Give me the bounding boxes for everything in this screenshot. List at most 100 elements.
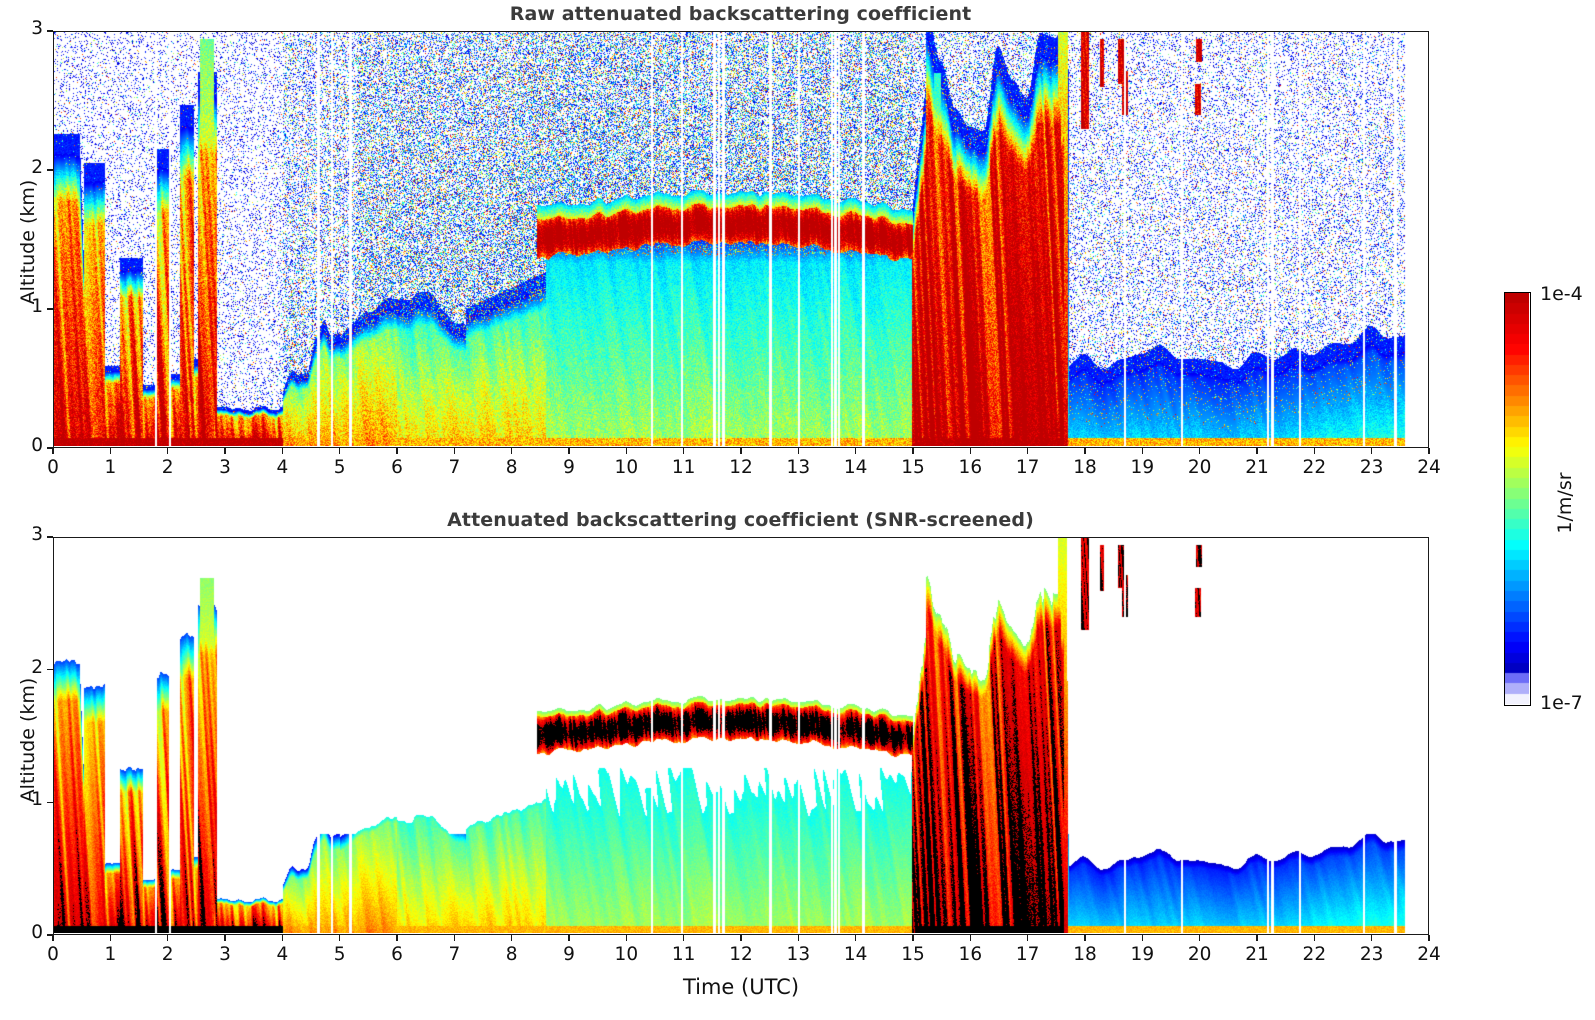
x-tick-label-raw-12: 12	[729, 457, 753, 478]
x-tick-label-scr-16: 16	[958, 944, 983, 965]
x-tick-label-scr-15: 15	[901, 944, 925, 965]
x-tick-mark-scr-14	[854, 935, 857, 941]
y-tick-label-scr-2: 2	[31, 656, 43, 678]
x-tick-mark-scr-18	[1084, 935, 1086, 941]
x-tick-label-scr-11: 11	[671, 944, 696, 965]
heatmap-raw-attenuated-backscatter[interactable]	[53, 31, 1429, 448]
y-tick-label-scr-1: 1	[31, 789, 43, 811]
x-tick-mark-scr-8	[510, 935, 513, 941]
x-tick-mark-raw-22	[1313, 448, 1316, 454]
x-tick-label-scr-22: 22	[1302, 944, 1327, 965]
x-tick-label-scr-2: 2	[161, 944, 174, 965]
x-tick-mark-raw-6	[396, 448, 398, 454]
x-tick-mark-raw-9	[568, 448, 570, 454]
x-tick-label-raw-5: 5	[333, 457, 346, 478]
x-tick-label-raw-13: 13	[786, 457, 811, 478]
x-tick-mark-raw-1	[109, 448, 112, 454]
x-axis-label: Time (UTC)	[682, 975, 800, 999]
y-tick-mark-raw-2	[47, 169, 53, 171]
x-tick-mark-scr-7	[453, 935, 456, 941]
x-tick-mark-scr-22	[1313, 935, 1316, 941]
heatmap-snr-screened-backscatter[interactable]	[53, 537, 1429, 935]
x-tick-label-scr-9: 9	[563, 944, 575, 965]
x-tick-label-raw-18: 18	[1073, 457, 1097, 478]
x-tick-mark-raw-14	[854, 448, 857, 454]
colorbar-min-label: 1e-7	[1540, 692, 1583, 714]
x-tick-mark-scr-23	[1370, 935, 1373, 941]
x-tick-label-scr-8: 8	[505, 944, 518, 965]
x-tick-label-raw-6: 6	[391, 457, 403, 478]
y-tick-label-raw-3: 3	[31, 18, 43, 39]
y-tick-label-raw-0: 0	[31, 435, 43, 456]
x-tick-label-scr-0: 0	[47, 944, 59, 965]
x-tick-label-raw-24: 24	[1417, 457, 1441, 478]
y-tick-mark-raw-3	[47, 30, 53, 32]
x-tick-mark-scr-10	[625, 935, 628, 941]
x-tick-mark-raw-3	[224, 448, 226, 454]
x-tick-mark-scr-11	[682, 935, 685, 941]
x-tick-label-scr-17: 17	[1015, 944, 1040, 965]
x-tick-label-scr-24: 24	[1417, 944, 1441, 965]
x-tick-label-raw-10: 10	[614, 457, 639, 478]
x-tick-mark-raw-21	[1256, 448, 1258, 454]
x-tick-label-scr-13: 13	[786, 944, 811, 965]
y-tick-mark-scr-3	[47, 536, 53, 538]
x-tick-mark-scr-12	[740, 935, 742, 941]
x-tick-label-raw-4: 4	[276, 457, 289, 478]
x-tick-mark-raw-5	[338, 448, 341, 454]
x-tick-mark-raw-2	[166, 448, 169, 454]
colorbar-max-label: 1e-4	[1540, 283, 1583, 305]
x-tick-label-scr-4: 4	[276, 944, 289, 965]
panel-title-screened: Attenuated backscattering coefficient (S…	[447, 509, 1034, 531]
x-tick-mark-scr-5	[338, 935, 341, 941]
x-tick-mark-raw-15	[912, 448, 914, 454]
x-tick-label-scr-7: 7	[448, 944, 461, 965]
colorbar	[1504, 292, 1531, 706]
x-tick-mark-raw-20	[1198, 448, 1201, 454]
screened-backscatter-image	[54, 538, 1427, 933]
y-tick-label-scr-3: 3	[31, 524, 43, 545]
colorbar-unit-label: 1/m/sr	[1554, 472, 1576, 534]
x-tick-label-raw-16: 16	[958, 457, 983, 478]
panel-title-raw: Raw attenuated backscattering coefficien…	[509, 3, 972, 25]
y-tick-mark-raw-0	[47, 447, 53, 449]
x-tick-mark-raw-11	[682, 448, 685, 454]
x-tick-label-scr-12: 12	[729, 944, 753, 965]
x-tick-mark-raw-17	[1026, 448, 1029, 454]
x-tick-mark-scr-20	[1198, 935, 1201, 941]
x-tick-mark-raw-7	[453, 448, 456, 454]
x-tick-label-raw-23: 23	[1359, 457, 1384, 478]
x-tick-label-raw-11: 11	[671, 457, 696, 478]
x-tick-mark-raw-12	[740, 448, 742, 454]
y-tick-label-raw-2: 2	[31, 157, 43, 178]
y-tick-mark-scr-0	[47, 934, 53, 936]
x-tick-mark-scr-0	[52, 935, 54, 941]
y-tick-label-scr-0: 0	[31, 922, 43, 943]
x-tick-label-scr-20: 20	[1187, 944, 1212, 965]
y-tick-mark-raw-1	[47, 308, 53, 310]
x-tick-mark-scr-15	[912, 935, 914, 941]
x-tick-label-scr-23: 23	[1359, 944, 1384, 965]
x-tick-mark-raw-18	[1084, 448, 1086, 454]
x-tick-label-scr-10: 10	[614, 944, 639, 965]
x-tick-label-raw-14: 14	[843, 457, 868, 478]
x-tick-mark-raw-24	[1428, 448, 1430, 454]
x-tick-label-scr-14: 14	[843, 944, 868, 965]
x-tick-mark-scr-9	[568, 935, 570, 941]
x-tick-mark-scr-4	[281, 935, 284, 941]
colorbar-gradient	[1505, 293, 1529, 704]
x-tick-label-raw-2: 2	[161, 457, 174, 478]
x-tick-mark-scr-21	[1256, 935, 1258, 941]
x-tick-mark-scr-16	[969, 935, 972, 941]
x-tick-label-raw-17: 17	[1015, 457, 1040, 478]
x-tick-label-scr-6: 6	[391, 944, 403, 965]
x-tick-mark-scr-17	[1026, 935, 1029, 941]
x-tick-mark-scr-3	[224, 935, 226, 941]
x-tick-mark-scr-1	[109, 935, 112, 941]
x-tick-mark-raw-16	[969, 448, 972, 454]
x-tick-label-scr-19: 19	[1130, 944, 1155, 965]
x-tick-label-raw-21: 21	[1245, 457, 1269, 478]
x-tick-mark-scr-6	[396, 935, 398, 941]
y-tick-mark-scr-2	[47, 668, 53, 671]
